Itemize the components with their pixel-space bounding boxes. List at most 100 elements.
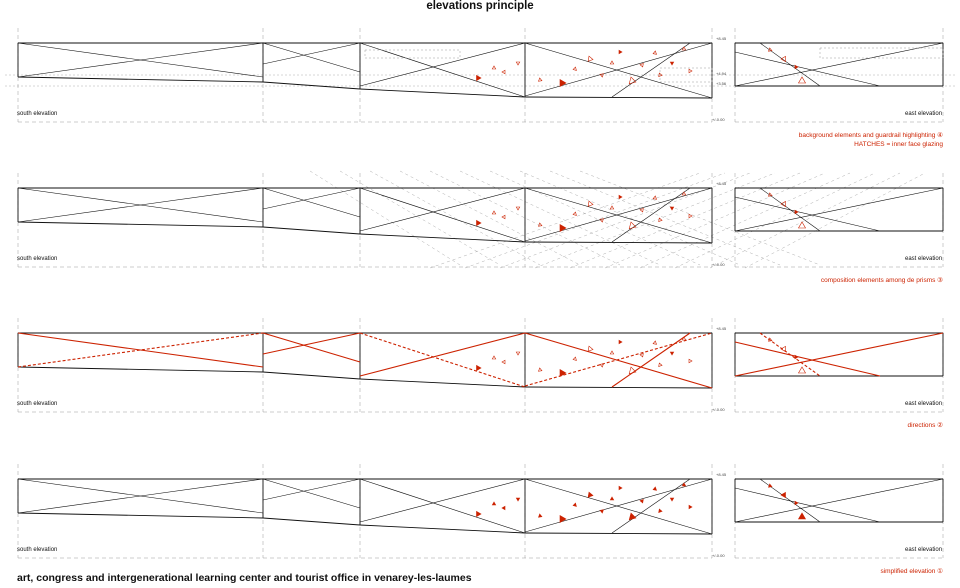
diagonal <box>524 332 713 387</box>
east-elevation-label: east elevation <box>905 401 943 407</box>
south-outline <box>524 386 713 389</box>
diagonal <box>611 332 691 388</box>
panel-caption: background elements and guardrail highli… <box>798 132 943 139</box>
east-elevation-label: east elevation <box>905 547 943 553</box>
prism-mark <box>587 345 594 352</box>
prism-mark <box>639 499 644 504</box>
south-outline <box>17 512 264 519</box>
level-top: +8.45 <box>716 326 727 331</box>
prism-mark <box>501 359 506 365</box>
prism-mark <box>681 482 687 487</box>
prism-mark <box>688 358 693 364</box>
prism-mark <box>618 49 623 55</box>
prism-mark <box>780 345 786 353</box>
prism-mark <box>491 210 497 215</box>
prism-mark <box>538 222 543 227</box>
project-title: art, congress and intergenerational lear… <box>17 572 472 584</box>
prism-mark <box>538 513 543 518</box>
prism-mark <box>628 366 637 375</box>
prism-mark <box>797 76 807 84</box>
prism-mark <box>587 491 594 498</box>
level-base: +/-0.00 <box>712 407 725 412</box>
south-outline <box>524 96 713 99</box>
elevation-panel-1 <box>5 28 955 123</box>
diagonal <box>524 332 713 389</box>
diagonal <box>359 332 526 377</box>
prism-mark <box>780 200 786 208</box>
diagonal <box>17 42 264 78</box>
south-outline <box>262 371 361 380</box>
prism-mark <box>681 46 687 51</box>
prism-mark <box>599 218 604 223</box>
prism-mark <box>797 366 807 374</box>
prism-mark <box>618 339 623 345</box>
south-elevation-label: south elevation <box>17 256 58 262</box>
diagonal <box>734 341 881 377</box>
projection-line <box>519 170 741 266</box>
south-outline <box>262 517 361 526</box>
level-top: +8.45 <box>716 472 727 477</box>
south-outline <box>359 88 526 98</box>
diagonal <box>734 196 881 232</box>
prism-mark <box>628 221 637 230</box>
south-outline <box>524 241 713 244</box>
diagonal <box>359 42 526 98</box>
diagonal <box>524 478 713 533</box>
projection-line <box>339 170 501 266</box>
prism-mark <box>618 485 623 491</box>
south-outline <box>262 226 361 235</box>
elevation-panel-4 <box>17 464 944 559</box>
prism-mark <box>572 211 577 216</box>
diagonal <box>359 42 526 87</box>
prism-mark <box>658 72 663 77</box>
south-outline <box>17 221 264 228</box>
east-elevation-label: east elevation <box>905 256 943 262</box>
prism-mark <box>652 340 657 345</box>
prism-mark <box>658 217 663 222</box>
diagonal <box>611 42 691 98</box>
level-base: +/-0.00 <box>712 262 725 267</box>
guardrail <box>659 67 713 83</box>
prism-mark <box>501 214 506 220</box>
prism-mark <box>599 363 604 368</box>
diagonal <box>611 187 691 243</box>
prism-mark <box>797 512 807 520</box>
diagonal <box>524 42 713 97</box>
level-base: +/-0.00 <box>712 117 725 122</box>
prism-mark <box>768 483 773 488</box>
prism-mark <box>559 78 567 88</box>
prism-mark <box>628 76 637 85</box>
prism-mark <box>669 497 675 502</box>
projection-line <box>604 172 826 269</box>
projection-line <box>429 170 621 266</box>
panel-caption: simplified elevation ① <box>880 568 943 575</box>
diagonal <box>17 332 264 368</box>
projection-line <box>499 172 751 269</box>
prism-mark <box>609 205 615 210</box>
south-outline <box>262 81 361 90</box>
prism-mark <box>794 354 799 360</box>
prism-mark <box>599 73 604 78</box>
prism-mark <box>572 66 577 71</box>
diagonal <box>17 187 264 223</box>
prism-mark <box>491 355 497 360</box>
prism-mark <box>639 63 644 68</box>
prism-mark <box>639 353 644 358</box>
guardrail <box>819 47 944 59</box>
prism-mark <box>639 208 644 213</box>
prism-mark <box>538 367 543 372</box>
panel-caption: directions ② <box>907 422 943 429</box>
diagonal <box>359 187 526 232</box>
prism-mark <box>515 351 521 356</box>
diagonal <box>759 42 821 87</box>
prism-mark <box>476 219 482 227</box>
diagonal <box>524 478 713 535</box>
south-outline <box>524 532 713 535</box>
diagonal <box>262 332 361 355</box>
prism-mark <box>780 55 786 63</box>
diagonal <box>262 187 361 210</box>
prism-mark <box>515 497 521 502</box>
diagonal <box>262 332 361 363</box>
projection-line <box>579 170 821 266</box>
prism-mark <box>538 77 543 82</box>
